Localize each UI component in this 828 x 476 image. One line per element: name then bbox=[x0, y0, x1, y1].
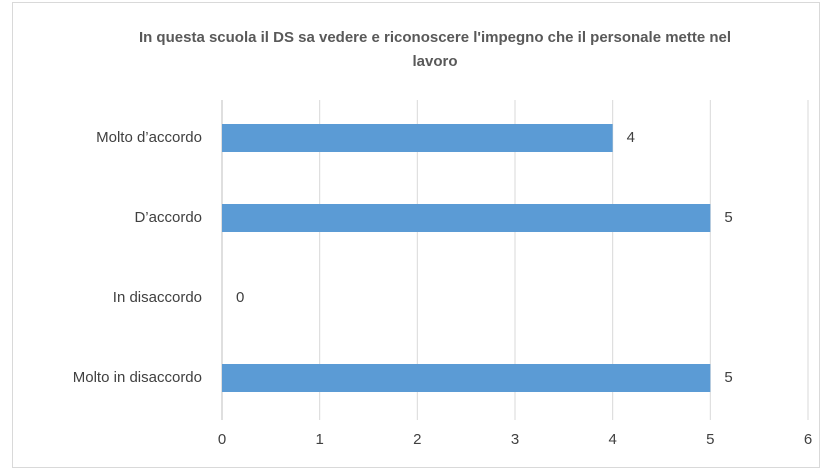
x-tick-label: 0 bbox=[218, 431, 226, 448]
x-tick-label: 1 bbox=[315, 431, 323, 448]
data-label: 0 bbox=[236, 289, 244, 306]
bar bbox=[222, 204, 711, 232]
x-tick-label: 3 bbox=[511, 431, 519, 448]
y-tick-label: Molto in disaccordo bbox=[73, 369, 202, 386]
data-label: 5 bbox=[724, 369, 732, 386]
bar bbox=[222, 364, 711, 392]
x-tick-label: 6 bbox=[804, 431, 812, 448]
chart-title: In questa scuola il DS sa vedere e ricon… bbox=[138, 29, 732, 70]
y-tick-label: Molto d’accordo bbox=[96, 129, 202, 146]
x-tick-label: 5 bbox=[706, 431, 714, 448]
y-tick-label: D’accordo bbox=[134, 209, 202, 226]
data-label: 4 bbox=[627, 129, 635, 146]
x-tick-label: 2 bbox=[413, 431, 421, 448]
data-label: 5 bbox=[724, 209, 732, 226]
chart-frame bbox=[12, 2, 820, 468]
y-tick-label: In disaccordo bbox=[113, 289, 202, 306]
bar bbox=[222, 124, 613, 152]
x-tick-label: 4 bbox=[608, 431, 616, 448]
